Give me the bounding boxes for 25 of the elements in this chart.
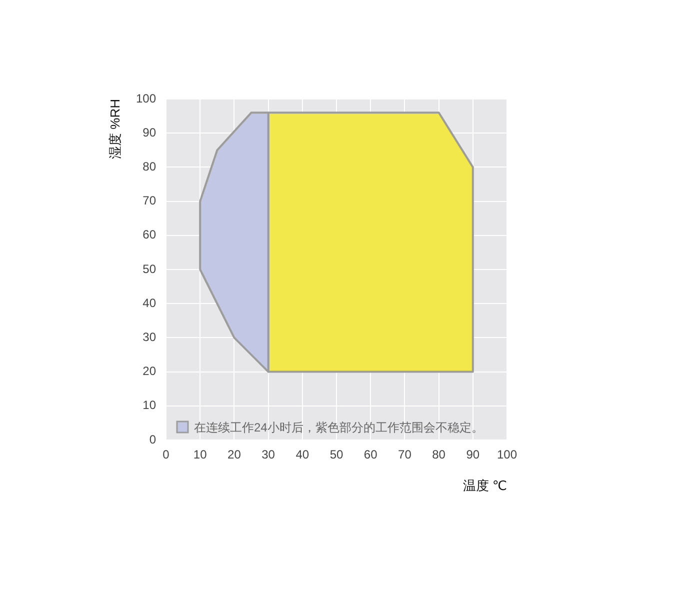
- y-tick-label: 20: [142, 364, 156, 378]
- y-tick-label: 40: [142, 296, 156, 310]
- x-axis-title: 温度 ℃: [462, 478, 507, 493]
- y-tick-label: 50: [142, 262, 156, 276]
- x-tick-label: 20: [228, 448, 242, 462]
- y-tick-label: 70: [142, 194, 156, 208]
- y-tick-label: 30: [142, 330, 156, 344]
- x-tick-label: 10: [193, 448, 208, 462]
- x-tick-label: 80: [432, 448, 446, 462]
- y-tick-label: 10: [142, 398, 156, 412]
- x-tick-label: 40: [296, 448, 310, 462]
- y-tick-label: 90: [142, 125, 156, 140]
- x-tick-label: 30: [262, 448, 276, 462]
- y-tick-label: 60: [142, 228, 156, 242]
- x-tick-label: 70: [398, 448, 412, 462]
- y-tick-label: 100: [136, 91, 156, 106]
- x-tick-label: 60: [364, 448, 378, 462]
- x-tick-label: 90: [466, 448, 480, 462]
- y-tick-label: 0: [149, 432, 156, 446]
- x-tick-label: 50: [330, 448, 344, 462]
- x-tick-label: 0: [162, 448, 170, 462]
- y-axis-title: 湿度 %RH: [107, 99, 122, 159]
- y-tick-label: 80: [142, 160, 156, 174]
- legend-label: 在连续工作24小时后，紫色部分的工作范围会不稳定。: [194, 420, 484, 434]
- x-tick-label: 100: [496, 448, 518, 462]
